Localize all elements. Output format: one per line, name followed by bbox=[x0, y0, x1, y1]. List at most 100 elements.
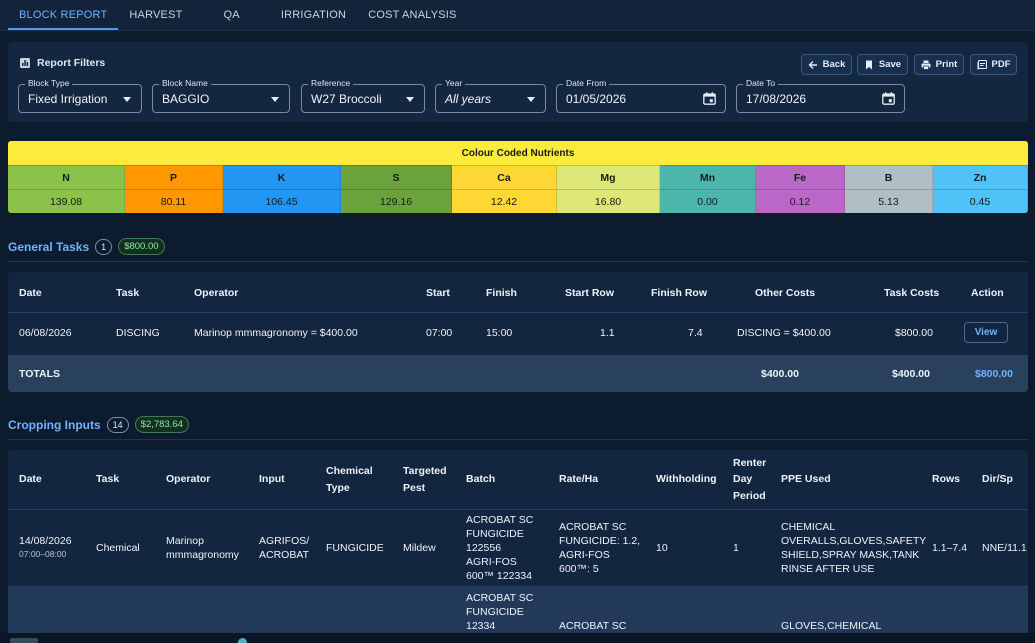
nutrient-name-b: B bbox=[845, 165, 933, 189]
date-to-field[interactable]: Date To 17/08/2026 bbox=[736, 78, 905, 113]
tab-irrigation[interactable]: IRRIGATION bbox=[280, 9, 347, 21]
tab-harvest[interactable]: HARVEST bbox=[129, 9, 183, 21]
col-header-rate: Rate/Ha bbox=[559, 473, 599, 485]
horizontal-scrollbar[interactable] bbox=[0, 633, 1035, 643]
scrollbar-thumb[interactable] bbox=[10, 638, 38, 643]
cell-batch-1: ACROBAT SC bbox=[466, 592, 534, 604]
block-name-value: BAGGIO bbox=[162, 92, 210, 106]
row-divider bbox=[8, 509, 1028, 510]
nutrient-name-zn: Zn bbox=[933, 165, 1028, 189]
save-button[interactable]: Save bbox=[857, 54, 908, 75]
calendar-icon[interactable] bbox=[882, 92, 895, 105]
cell-rate-1: ACROBAT SC bbox=[559, 521, 627, 533]
totals-task-costs: $400.00 bbox=[892, 368, 930, 380]
date-from-field[interactable]: Date From 01/05/2026 bbox=[556, 78, 726, 113]
scroll-position-indicator[interactable] bbox=[238, 638, 247, 643]
year-label: Year bbox=[442, 78, 466, 88]
report-filters-label: Report Filters bbox=[37, 57, 106, 69]
col-header-start-row: Start Row bbox=[565, 287, 615, 299]
cropping-inputs-header: Cropping Inputs 14 $2,783.64 bbox=[8, 416, 189, 433]
nutrient-name-mn: Mn bbox=[660, 165, 756, 189]
cell-ppe-2: OVERALLS,GLOVES,SAFETY bbox=[781, 535, 927, 547]
cell-batch-2: FUNGICIDE bbox=[466, 606, 524, 618]
chevron-down-icon bbox=[406, 97, 414, 102]
tab-block-report[interactable]: BLOCK REPORT bbox=[8, 0, 119, 30]
pdf-button-label: PDF bbox=[991, 59, 1011, 70]
cell-chemical-type: FUNGICIDE bbox=[326, 542, 384, 554]
general-tasks-table: Date Task Operator Start Finish Start Ro… bbox=[8, 272, 1028, 392]
report-filters-panel: Report Filters Back Save Print PDF Block… bbox=[8, 42, 1028, 122]
cell-task-costs: $800.00 bbox=[895, 327, 933, 339]
cell-ppe-1: GLOVES,CHEMICAL bbox=[781, 620, 882, 632]
nutrient-name-k: K bbox=[223, 165, 341, 189]
block-name-select[interactable]: Block Name BAGGIO bbox=[152, 78, 290, 113]
nutrient-value-n: 139.08 bbox=[8, 189, 125, 213]
col-header-other-costs: Other Costs bbox=[755, 287, 816, 299]
date-from-value: 01/05/2026 bbox=[566, 92, 627, 106]
general-tasks-title: General Tasks bbox=[8, 239, 90, 254]
cropping-inputs-table: Date Task Operator Input Chemical Type T… bbox=[8, 450, 1028, 643]
arrow-left-icon bbox=[808, 60, 817, 69]
cell-input-line1: AGRIFOS/ bbox=[259, 535, 310, 547]
totals-label: TOTALS bbox=[19, 368, 61, 380]
col-header-finish: Finish bbox=[486, 287, 517, 299]
block-type-select[interactable]: Block Type Fixed Irrigation bbox=[18, 78, 142, 113]
nutrient-value-zn: 0.45 bbox=[933, 189, 1028, 213]
col-header-action: Action bbox=[971, 287, 1004, 299]
col-header-task: Task bbox=[96, 473, 120, 485]
cell-task: DISCING bbox=[116, 327, 160, 339]
block-type-label: Block Type bbox=[25, 78, 73, 88]
cell-renter: 1 bbox=[733, 542, 739, 554]
chevron-down-icon bbox=[527, 97, 535, 102]
col-header-task: Task bbox=[116, 287, 140, 299]
cell-batch-3: 122556 bbox=[466, 542, 502, 554]
nutrient-name-mg: Mg bbox=[557, 165, 660, 189]
year-value: All years bbox=[445, 92, 492, 106]
print-button-label: Print bbox=[935, 59, 958, 70]
year-select[interactable]: Year All years bbox=[435, 78, 546, 113]
back-button[interactable]: Back bbox=[801, 54, 852, 75]
nutrient-value-mg: 16.80 bbox=[557, 189, 660, 213]
col-header-chemical-type: Type bbox=[326, 482, 350, 494]
totals-other-costs: $400.00 bbox=[761, 368, 799, 380]
nutrient-value-k: 106.45 bbox=[223, 189, 341, 213]
cell-other-costs: DISCING = $400.00 bbox=[737, 327, 831, 339]
tab-qa[interactable]: QA bbox=[223, 9, 240, 21]
reference-select[interactable]: Reference W27 Broccoli bbox=[301, 78, 425, 113]
nutrient-value-fe: 0.12 bbox=[756, 189, 845, 213]
col-header-batch: Batch bbox=[466, 473, 496, 485]
printer-icon bbox=[921, 60, 931, 70]
report-filters-title: Report Filters bbox=[20, 57, 105, 69]
col-header-renter: Renter bbox=[733, 457, 767, 469]
view-button[interactable]: View bbox=[964, 322, 1008, 343]
col-header-date: Date bbox=[19, 287, 42, 299]
nutrient-value-b: 5.13 bbox=[845, 189, 933, 213]
cell-rate-3: AGRI-FOS bbox=[559, 549, 610, 561]
col-header-operator: Operator bbox=[194, 287, 239, 299]
cell-rate-1: ACROBAT SC bbox=[559, 620, 627, 632]
cell-start: 07:00 bbox=[426, 327, 453, 339]
print-button[interactable]: Print bbox=[914, 54, 964, 75]
cell-input-line2: ACROBAT bbox=[259, 549, 309, 561]
block-name-label: Block Name bbox=[159, 78, 211, 88]
col-header-pest: Pest bbox=[403, 482, 426, 494]
calendar-icon[interactable] bbox=[703, 92, 716, 105]
nutrient-value-ca: 12.42 bbox=[452, 189, 557, 213]
cropping-inputs-count-badge: 14 bbox=[106, 416, 129, 433]
pdf-button[interactable]: PDF bbox=[970, 54, 1017, 75]
report-tabs: BLOCK REPORT HARVEST QA IRRIGATION COST … bbox=[0, 0, 1035, 31]
cell-time: 07:00–08:00 bbox=[19, 549, 67, 559]
row-divider bbox=[8, 586, 1028, 587]
col-header-input: Input bbox=[259, 473, 285, 485]
tab-cost-analysis[interactable]: COST ANALYSIS bbox=[368, 9, 457, 21]
save-button-label: Save bbox=[878, 59, 902, 70]
nutrient-name-p: P bbox=[125, 165, 223, 189]
reference-label: Reference bbox=[308, 78, 354, 88]
bookmark-icon bbox=[865, 60, 872, 69]
cell-withholding: 10 bbox=[656, 542, 668, 554]
cell-finish: 15:00 bbox=[486, 327, 513, 339]
cell-rows: 1.1–7.4 bbox=[932, 542, 968, 554]
col-header-finish-row: Finish Row bbox=[651, 287, 707, 299]
totals-grand: $800.00 bbox=[975, 368, 1013, 380]
cell-ppe-3: SHIELD,SPRAY MASK,TANK bbox=[781, 549, 920, 561]
